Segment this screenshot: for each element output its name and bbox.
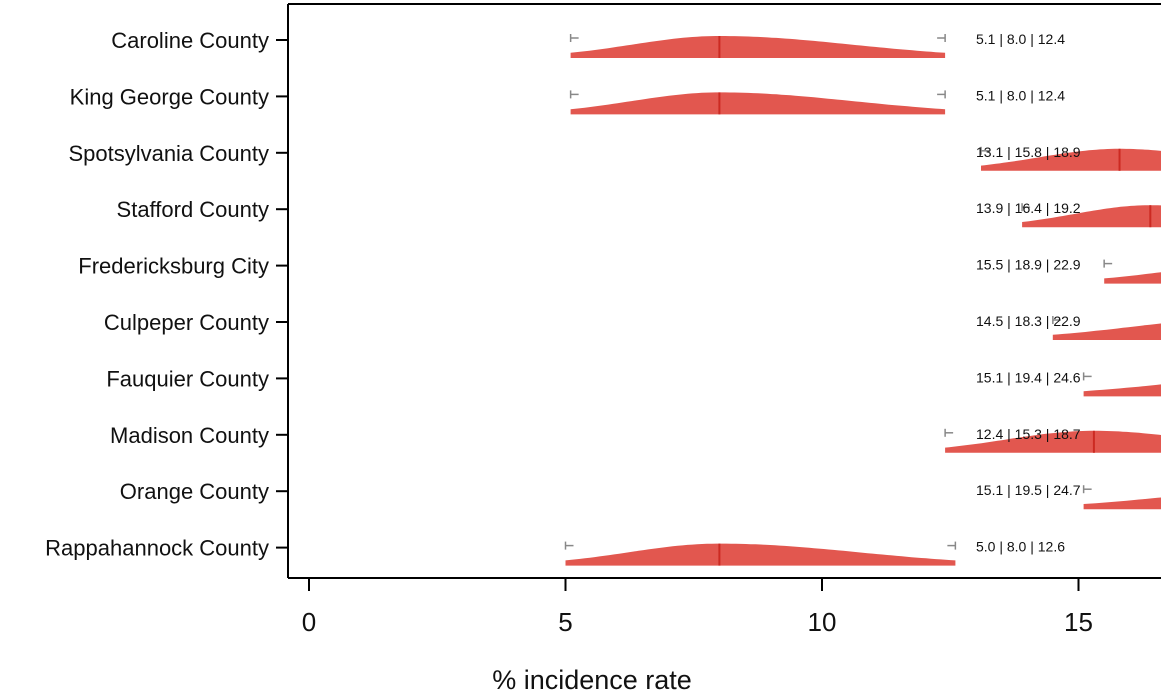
category-labels: Caroline County King George County Spotsyl… (45, 28, 288, 561)
x-tick-label: 0 (302, 607, 316, 637)
category-label: Fredericksburg City (78, 254, 269, 279)
x-tick-label: 5 (558, 607, 572, 637)
ridge-density (1052, 323, 1161, 340)
ridge-density (565, 543, 956, 566)
category-label: Spotsylvania County (68, 141, 269, 166)
interval-label: 15.5 | 18.9 | 22.9 (976, 257, 1081, 273)
ridge-density (570, 92, 946, 115)
ridges (564, 34, 1161, 566)
interval-label: 15.1 | 19.5 | 24.7 (976, 482, 1081, 498)
category-label: Culpeper County (104, 310, 269, 335)
interval-annotations: 5.1 | 8.0 | 12.4 5.1 | 8.0 | 12.4 13.1 | 1… (976, 31, 1081, 555)
interval-label: 13.1 | 15.8 | 18.9 (976, 144, 1081, 160)
x-axis-title: % incidence rate (492, 665, 692, 695)
interval-label: 14.5 | 18.3 | 22.9 (976, 313, 1081, 329)
interval-label: 5.1 | 8.0 | 12.4 (976, 31, 1065, 47)
interval-label: 5.0 | 8.0 | 12.6 (976, 539, 1065, 555)
x-tick-label: 15 (1064, 607, 1093, 637)
ridge-density (570, 36, 946, 58)
category-label: King George County (70, 84, 269, 109)
interval-label: 15.1 | 19.4 | 24.6 (976, 369, 1081, 385)
category-label: Caroline County (111, 28, 269, 53)
x-tick-label: 10 (808, 607, 837, 637)
interval-label: 13.9 | 16.4 | 19.2 (976, 200, 1081, 216)
x-axis: 0510152025 (302, 578, 1093, 637)
ridge-density (1083, 384, 1161, 397)
category-label: Orange County (120, 479, 269, 504)
category-label: Fauquier County (106, 366, 269, 391)
category-label: Madison County (110, 423, 269, 448)
interval-label: 12.4 | 15.3 | 18.7 (976, 426, 1081, 442)
interval-label: 5.1 | 8.0 | 12.4 (976, 87, 1065, 103)
ridge-density (1022, 205, 1161, 228)
category-label: Stafford County (117, 197, 269, 222)
plot-frame (287, 3, 1161, 579)
ridge-density (1104, 272, 1161, 284)
ridge-density (1083, 497, 1161, 510)
ridge-density (945, 430, 1161, 453)
category-label: Rappahannock County (45, 536, 269, 561)
ridge-density (981, 148, 1161, 171)
